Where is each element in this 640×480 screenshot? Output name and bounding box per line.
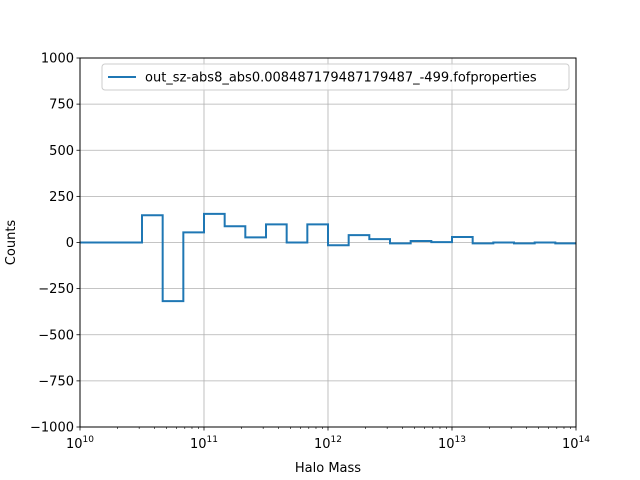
y-tick-label: 750: [49, 98, 74, 113]
x-tick-label: 1013: [438, 435, 466, 452]
series-step-line: [80, 212, 576, 303]
y-axis-label: Counts: [4, 220, 19, 266]
x-tick-label: 1014: [562, 435, 590, 452]
y-tick-label: −500: [38, 328, 74, 343]
legend-box: [101, 63, 570, 91]
legend: out_sz-abs8_abs0.008487179487179487_-499…: [101, 63, 570, 91]
x-tick-label: 1012: [314, 435, 342, 452]
x-tick-label: 1010: [66, 435, 94, 452]
legend-label: out_sz-abs8_abs0.008487179487179487_-499…: [145, 71, 537, 86]
y-tick-label: 1000: [41, 52, 74, 67]
y-tick-label: 500: [49, 144, 74, 159]
y-tick-label: −750: [38, 374, 74, 389]
x-axis-label: Halo Mass: [295, 461, 361, 476]
ticks: 1010 1011 1012 1013 1014 1000 750 500 250 0 −250 −5…: [30, 52, 590, 453]
x-tick-label: 1011: [190, 435, 218, 452]
y-tick-label: 0: [66, 236, 74, 251]
series-layer: [80, 212, 576, 303]
y-tick-label: −250: [38, 282, 74, 297]
y-tick-label: −1000: [30, 421, 74, 436]
y-tick-label: 250: [49, 190, 74, 205]
